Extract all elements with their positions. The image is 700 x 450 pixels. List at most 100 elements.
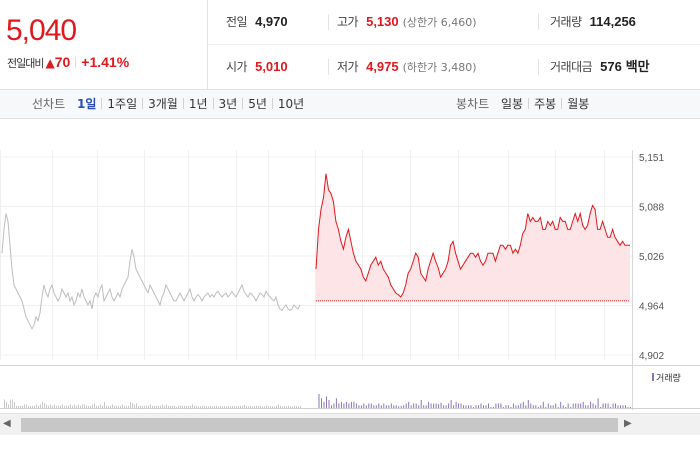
volume-bar (38, 405, 39, 409)
volume-bar (226, 406, 227, 408)
volume-bar (587, 405, 589, 409)
volume-bar (264, 406, 265, 409)
volume-bar (60, 405, 61, 409)
volume-bar (360, 405, 362, 409)
volume-bar (46, 404, 47, 408)
line-tab-6[interactable]: 10년 (277, 97, 305, 111)
volume-bar (90, 405, 91, 409)
line-tab-2[interactable]: 3개월 (148, 97, 178, 111)
stat-value: 576 (600, 59, 622, 74)
volume-bar (32, 405, 33, 409)
volume-bar (525, 405, 527, 409)
volume-bar (298, 406, 299, 408)
volume-bar (408, 401, 410, 409)
volume-bar (425, 405, 427, 409)
volume-bar (206, 406, 207, 409)
volume-bar (465, 405, 467, 409)
chart-lines (1, 173, 630, 330)
candle-tab-0[interactable]: 일봉 (501, 97, 524, 111)
scroll-thumb[interactable] (21, 418, 618, 432)
volume-bar (582, 401, 584, 409)
volume-bar (605, 403, 607, 408)
volume-bar (368, 403, 370, 408)
tab-divider (212, 98, 214, 109)
volume-bar (94, 403, 95, 409)
volume-bar (490, 407, 492, 408)
volume-bar (522, 401, 524, 409)
volume-bar (136, 403, 137, 409)
volume-bar (527, 400, 529, 408)
volume-bar (483, 405, 484, 409)
volume-bar (375, 405, 377, 409)
change-label: 전일대비 (7, 57, 44, 70)
volume-bar (172, 405, 173, 409)
volume-bar (512, 403, 514, 408)
volume-bar (160, 405, 161, 409)
candle-tab-2[interactable]: 월봉 (567, 97, 590, 111)
volume-bar (64, 405, 65, 409)
volume-bar (415, 403, 417, 408)
volume-bar (473, 407, 474, 408)
volume-bar (286, 406, 287, 409)
volume-bar (96, 405, 97, 409)
volume-bar (246, 406, 247, 408)
volume-bar (535, 405, 537, 409)
volume-bar (540, 405, 542, 409)
triangle-left-icon[interactable]: ◀ (3, 418, 11, 429)
volume-bar (547, 403, 549, 408)
volume-bar (124, 405, 125, 409)
volume-bar (48, 405, 49, 409)
volume-bar (66, 405, 67, 409)
volume-bar (82, 404, 83, 408)
volume-bar (502, 407, 504, 408)
line-chart-tabs: 1일 1주일 3개월 1년 3년 5년 10년 (72, 90, 309, 118)
volume-bar (617, 405, 619, 409)
intraday-chart: 5,151 5,088 5,026 4,964 4,902 거래량 (0, 150, 700, 410)
volume-bar (478, 405, 479, 409)
volume-bar (186, 405, 187, 409)
stat-label: 고가 (337, 15, 359, 29)
volume-bar (405, 403, 407, 408)
volume-bar (468, 405, 469, 409)
today-price-line (315, 173, 630, 298)
candle-tab-1[interactable]: 주봉 (534, 97, 557, 111)
volume-bar (597, 398, 599, 409)
volume-bar (154, 405, 155, 409)
volume-bar (134, 404, 135, 408)
volume-bar (335, 398, 337, 409)
volume-bar (34, 405, 35, 409)
volume-bar (86, 405, 87, 409)
tab-divider (271, 98, 273, 109)
volume-bar (216, 405, 217, 409)
line-tab-5[interactable]: 5년 (248, 97, 267, 111)
stat-row-2: 시가 5,010 저가 4,975 (하한가 3,480) 거래대금 576 백만 (208, 45, 700, 90)
volume-bar (208, 406, 209, 408)
volume-bar (602, 403, 604, 408)
stat-low: 저가 4,975 (하한가 3,480) (337, 45, 477, 89)
volume-bar (28, 405, 29, 409)
tab-divider (528, 98, 530, 109)
period-toolbar: 선차트 1일 1주일 3개월 1년 3년 5년 10년 봉차트 일봉 주봉 월봉 (0, 90, 700, 119)
volume-bar (42, 402, 43, 408)
volume-bar (300, 405, 301, 409)
volume-bar (272, 406, 273, 409)
volume-bar (328, 400, 330, 408)
volume-bar (388, 405, 390, 409)
stat-value: 5,130 (366, 14, 399, 29)
volume-bar (22, 405, 23, 409)
line-tab-0[interactable]: 1일 (77, 97, 97, 111)
line-tab-3[interactable]: 1년 (188, 97, 208, 111)
volume-bar (622, 405, 624, 409)
line-tab-1[interactable]: 1주일 (107, 97, 138, 111)
volume-bar (383, 403, 385, 408)
volume-panel: 거래량 (0, 372, 700, 409)
stat-divider (328, 14, 329, 30)
volume-bar (343, 403, 345, 408)
triangle-right-icon[interactable]: ▶ (624, 418, 632, 429)
line-tab-4[interactable]: 3년 (218, 97, 238, 111)
stat-value: 4,970 (255, 14, 288, 29)
volume-bar (36, 404, 37, 408)
chart-scrollbar[interactable]: ◀ ▶ (0, 413, 700, 435)
volume-bar (580, 403, 582, 408)
tab-divider (242, 98, 244, 109)
